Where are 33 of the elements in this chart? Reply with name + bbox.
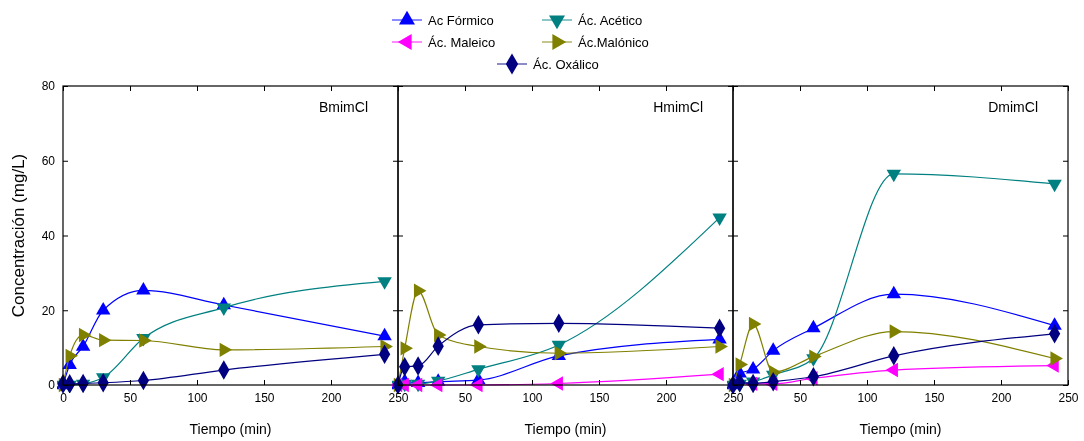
legend-label: Ac Fórmico (428, 13, 494, 28)
x-tick-label: 50 (458, 390, 473, 405)
x-tick-label: 200 (321, 390, 342, 405)
x-tick-label: 250 (388, 390, 409, 405)
y-tick-label: 60 (41, 154, 56, 169)
x-tick-label: 50 (793, 390, 808, 405)
x-axis-title: Tiempo (min) (189, 421, 272, 437)
y-tick-label: 20 (41, 303, 56, 318)
x-tick-label: 200 (991, 390, 1012, 405)
annotation: DmimCl (988, 99, 1038, 115)
x-tick-label: 100 (522, 390, 543, 405)
x-tick-label: 150 (589, 390, 610, 405)
x-tick-label: 250 (1058, 390, 1079, 405)
x-tick-label: 150 (254, 390, 275, 405)
y-tick-label: 0 (48, 378, 56, 393)
x-tick-label: 50 (123, 390, 138, 405)
y-tick-label: 40 (41, 228, 56, 243)
y-tick-label: 80 (41, 79, 56, 94)
annotation: BmimCl (319, 99, 368, 115)
y-axis-title: Concentración (mg/L) (9, 153, 28, 318)
x-tick-label: 0 (60, 390, 68, 405)
x-tick-label: 200 (656, 390, 677, 405)
legend-label: Ác. Oxálico (533, 57, 599, 72)
x-axis-title: Tiempo (min) (524, 421, 607, 437)
legend-label: Ác. Acético (578, 13, 643, 28)
x-axis-title: Tiempo (min) (859, 421, 942, 437)
x-tick-label: 100 (857, 390, 878, 405)
x-tick-label: 150 (924, 390, 945, 405)
legend-label: Ác.Malónico (578, 35, 649, 50)
legend-label: Ác. Maleico (428, 35, 496, 50)
x-tick-label: 250 (723, 390, 744, 405)
x-tick-label: 100 (187, 390, 208, 405)
annotation: HmimCl (653, 99, 703, 115)
